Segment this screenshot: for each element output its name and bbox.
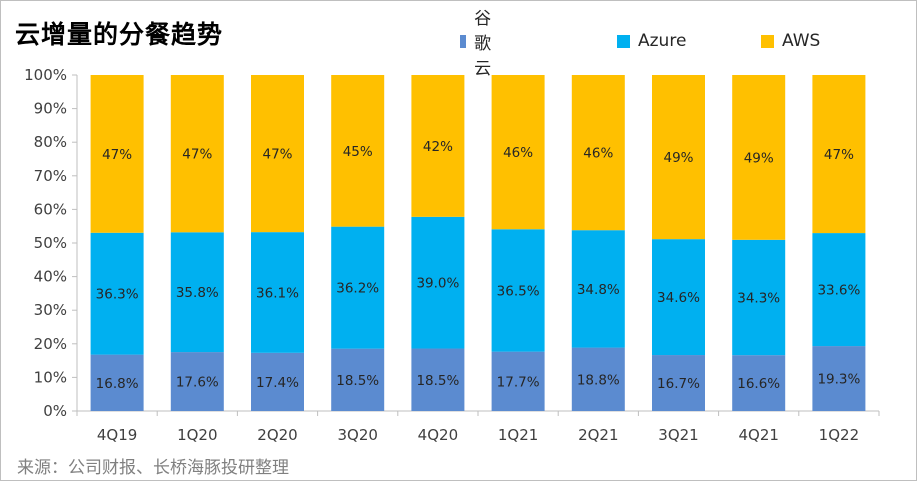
- data-label: 18.5%: [416, 373, 459, 389]
- bar-segment-azure: [732, 239, 786, 356]
- data-label: 49%: [744, 150, 774, 166]
- data-label: 18.5%: [336, 373, 379, 389]
- data-label: 17.4%: [256, 375, 299, 391]
- bar-segment-google-cloud: [411, 348, 465, 411]
- data-label: 47%: [262, 147, 292, 163]
- data-label: 35.8%: [176, 285, 219, 301]
- legend-swatch-azure: [617, 34, 630, 48]
- bar-segment-google-cloud: [90, 354, 144, 411]
- x-tick-label: 3Q21: [658, 426, 698, 444]
- x-tick-label: 1Q21: [498, 426, 538, 444]
- bar-segment-azure: [491, 229, 545, 352]
- data-label: 16.6%: [737, 376, 780, 392]
- y-tick-label: 40%: [34, 268, 67, 286]
- bar-segment-aws: [331, 75, 385, 227]
- data-label: 17.7%: [497, 374, 540, 390]
- bar-segment-google-cloud: [652, 355, 705, 411]
- data-label: 49%: [663, 150, 693, 166]
- bar-segment-azure: [571, 230, 625, 348]
- y-tick-label: 80%: [34, 133, 67, 151]
- y-tick-label: 70%: [34, 167, 67, 185]
- x-tick-label: 3Q20: [337, 426, 377, 444]
- x-tick-label: 4Q20: [418, 426, 458, 444]
- data-label: 46%: [503, 145, 533, 161]
- data-label: 34.3%: [737, 290, 780, 306]
- bar-segment-azure: [170, 232, 224, 353]
- bar-segment-google-cloud: [331, 348, 385, 411]
- data-label: 47%: [102, 147, 132, 163]
- data-label: 39.0%: [416, 276, 459, 292]
- x-tick-label: 4Q19: [97, 426, 137, 444]
- data-label: 19.3%: [817, 372, 860, 388]
- x-tick-label: 2Q20: [257, 426, 297, 444]
- bar-segment-azure: [331, 226, 385, 349]
- x-tick-label: 1Q22: [819, 426, 859, 444]
- bar-segment-aws: [571, 75, 625, 231]
- legend-label-google-cloud: 谷歌云: [474, 8, 492, 79]
- legend-item-azure: Azure: [617, 31, 686, 51]
- bar-segment-aws: [812, 75, 866, 234]
- legend-item-aws: AWS: [761, 31, 820, 51]
- data-label: 16.8%: [96, 376, 139, 392]
- bar-segment-google-cloud: [812, 346, 866, 411]
- legend-item-google-cloud: 谷歌云: [460, 9, 498, 79]
- bar-segment-google-cloud: [732, 355, 786, 411]
- chart-title: 云增量的分餐趋势: [15, 20, 224, 49]
- bar-segment-azure: [251, 232, 304, 353]
- data-label: 36.2%: [336, 281, 379, 297]
- y-tick-label: 90%: [34, 100, 67, 118]
- data-label: 47%: [824, 147, 854, 163]
- data-label: 47%: [182, 147, 212, 163]
- data-label: 34.6%: [657, 290, 700, 306]
- y-tick-label: 30%: [34, 301, 67, 319]
- legend-label-azure: Azure: [638, 31, 687, 51]
- y-tick-label: 10%: [34, 368, 67, 386]
- bar-segment-google-cloud: [571, 347, 625, 411]
- y-tick-label: 50%: [34, 234, 67, 252]
- y-tick-label: 60%: [34, 200, 67, 218]
- bar-segment-azure: [90, 232, 144, 355]
- data-label: 36.3%: [96, 287, 139, 303]
- bar-segment-azure: [652, 239, 705, 356]
- x-tick-label: 2Q21: [578, 426, 618, 444]
- data-label: 33.6%: [817, 283, 860, 299]
- bar-segment-aws: [411, 75, 465, 217]
- bar-segment-aws: [491, 75, 545, 230]
- data-label: 46%: [583, 146, 613, 162]
- bar-segment-aws: [90, 75, 144, 233]
- bar-segment-azure: [411, 216, 465, 349]
- bar-segment-google-cloud: [251, 352, 304, 411]
- x-tick-label: 1Q20: [177, 426, 217, 444]
- data-label: 18.8%: [577, 372, 620, 388]
- data-label: 34.8%: [577, 282, 620, 298]
- bar-segment-aws: [732, 75, 786, 240]
- data-label: 36.5%: [497, 283, 540, 299]
- bar-segment-aws: [170, 75, 224, 233]
- legend-swatch-google-cloud: [460, 34, 467, 48]
- data-label: 17.6%: [176, 375, 219, 391]
- data-label: 45%: [343, 144, 373, 160]
- x-tick-label: 4Q21: [738, 426, 778, 444]
- data-label: 16.7%: [657, 376, 700, 392]
- y-tick-label: 0%: [43, 402, 67, 420]
- data-label: 42%: [423, 139, 453, 155]
- legend-swatch-aws: [761, 34, 774, 48]
- bar-segment-aws: [251, 75, 304, 233]
- y-tick-label: 100%: [24, 66, 67, 84]
- bar-segment-azure: [812, 233, 866, 347]
- bar-segment-google-cloud: [491, 351, 545, 411]
- bar-segment-google-cloud: [170, 352, 224, 411]
- legend-label-aws: AWS: [782, 31, 821, 51]
- bar-segment-aws: [652, 75, 705, 240]
- data-label: 36.1%: [256, 285, 299, 301]
- y-tick-label: 20%: [34, 335, 67, 353]
- source-note: 来源：公司财报、长桥海豚投研整理: [17, 458, 289, 478]
